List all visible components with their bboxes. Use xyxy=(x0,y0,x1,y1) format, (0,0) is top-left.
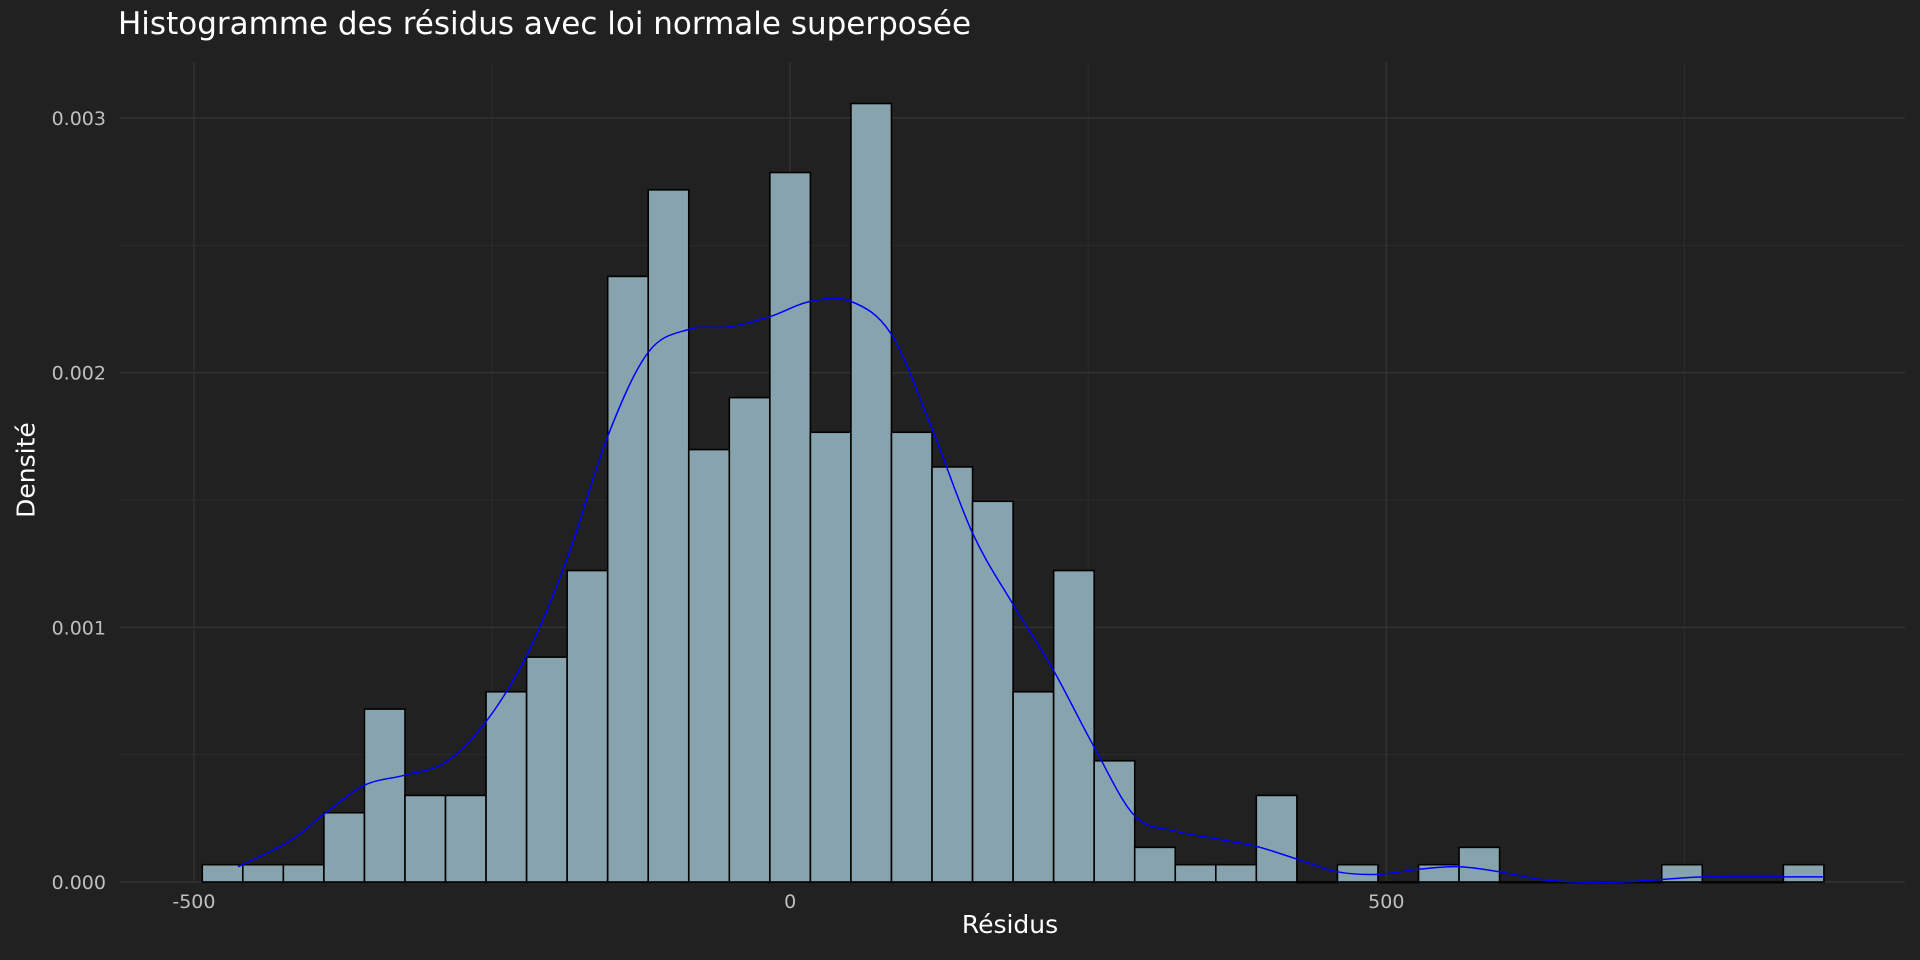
histogram-bar xyxy=(323,811,366,883)
histogram-bar xyxy=(1012,690,1055,883)
histogram-bar xyxy=(1133,846,1177,883)
histogram-bar xyxy=(1215,863,1258,883)
y-tick-label: 0.002 xyxy=(52,363,106,385)
histogram-bar xyxy=(1498,881,1541,884)
histogram-bars xyxy=(201,102,1825,884)
histogram-bar xyxy=(444,794,487,883)
histogram-bar xyxy=(1255,794,1298,883)
histogram-bar xyxy=(606,275,650,883)
histogram-bar xyxy=(971,500,1014,883)
histogram-bar xyxy=(404,794,447,883)
histogram-bar xyxy=(1782,863,1825,883)
x-tick-label: 0 xyxy=(784,891,796,913)
histogram-bar xyxy=(850,102,893,883)
histogram-bar xyxy=(485,690,528,883)
histogram-bar xyxy=(1336,863,1379,883)
histogram-bar xyxy=(1052,569,1095,883)
histogram-bar xyxy=(687,448,731,883)
density-curve xyxy=(237,297,1824,884)
histogram-bar xyxy=(809,431,852,883)
tick-labels: -500 0 500 0.000 0.001 0.002 0.003 xyxy=(52,108,1405,913)
histogram-bar xyxy=(1742,881,1785,884)
histogram-bar xyxy=(1296,881,1339,884)
y-tick-label: 0.001 xyxy=(52,617,106,639)
histogram-bar xyxy=(1701,881,1744,884)
histogram-bar xyxy=(1093,759,1136,883)
histogram-bar xyxy=(769,171,812,883)
density-curve-layer xyxy=(237,297,1824,884)
histogram-bar xyxy=(282,863,325,883)
chart-title: Histogramme des résidus avec loi normale… xyxy=(118,6,972,42)
y-tick-label: 0.003 xyxy=(52,108,106,130)
y-tick-label: 0.000 xyxy=(52,872,106,894)
histogram-bar xyxy=(363,708,406,883)
histogram-bar xyxy=(1174,863,1217,883)
histogram-bar xyxy=(201,863,244,883)
histogram-bar xyxy=(647,189,690,883)
histogram-bar xyxy=(525,656,568,883)
histogram-bar xyxy=(242,863,285,883)
histogram-bar xyxy=(931,466,974,883)
histogram-bar xyxy=(728,396,771,883)
histogram-bar xyxy=(566,569,609,883)
histogram-bar xyxy=(1458,846,1501,883)
x-tick-label: 500 xyxy=(1368,891,1404,913)
histogram-bar xyxy=(1377,881,1420,884)
histogram-bar xyxy=(890,431,933,883)
x-tick-label: -500 xyxy=(172,891,215,913)
x-axis-label: Résidus xyxy=(961,910,1059,939)
